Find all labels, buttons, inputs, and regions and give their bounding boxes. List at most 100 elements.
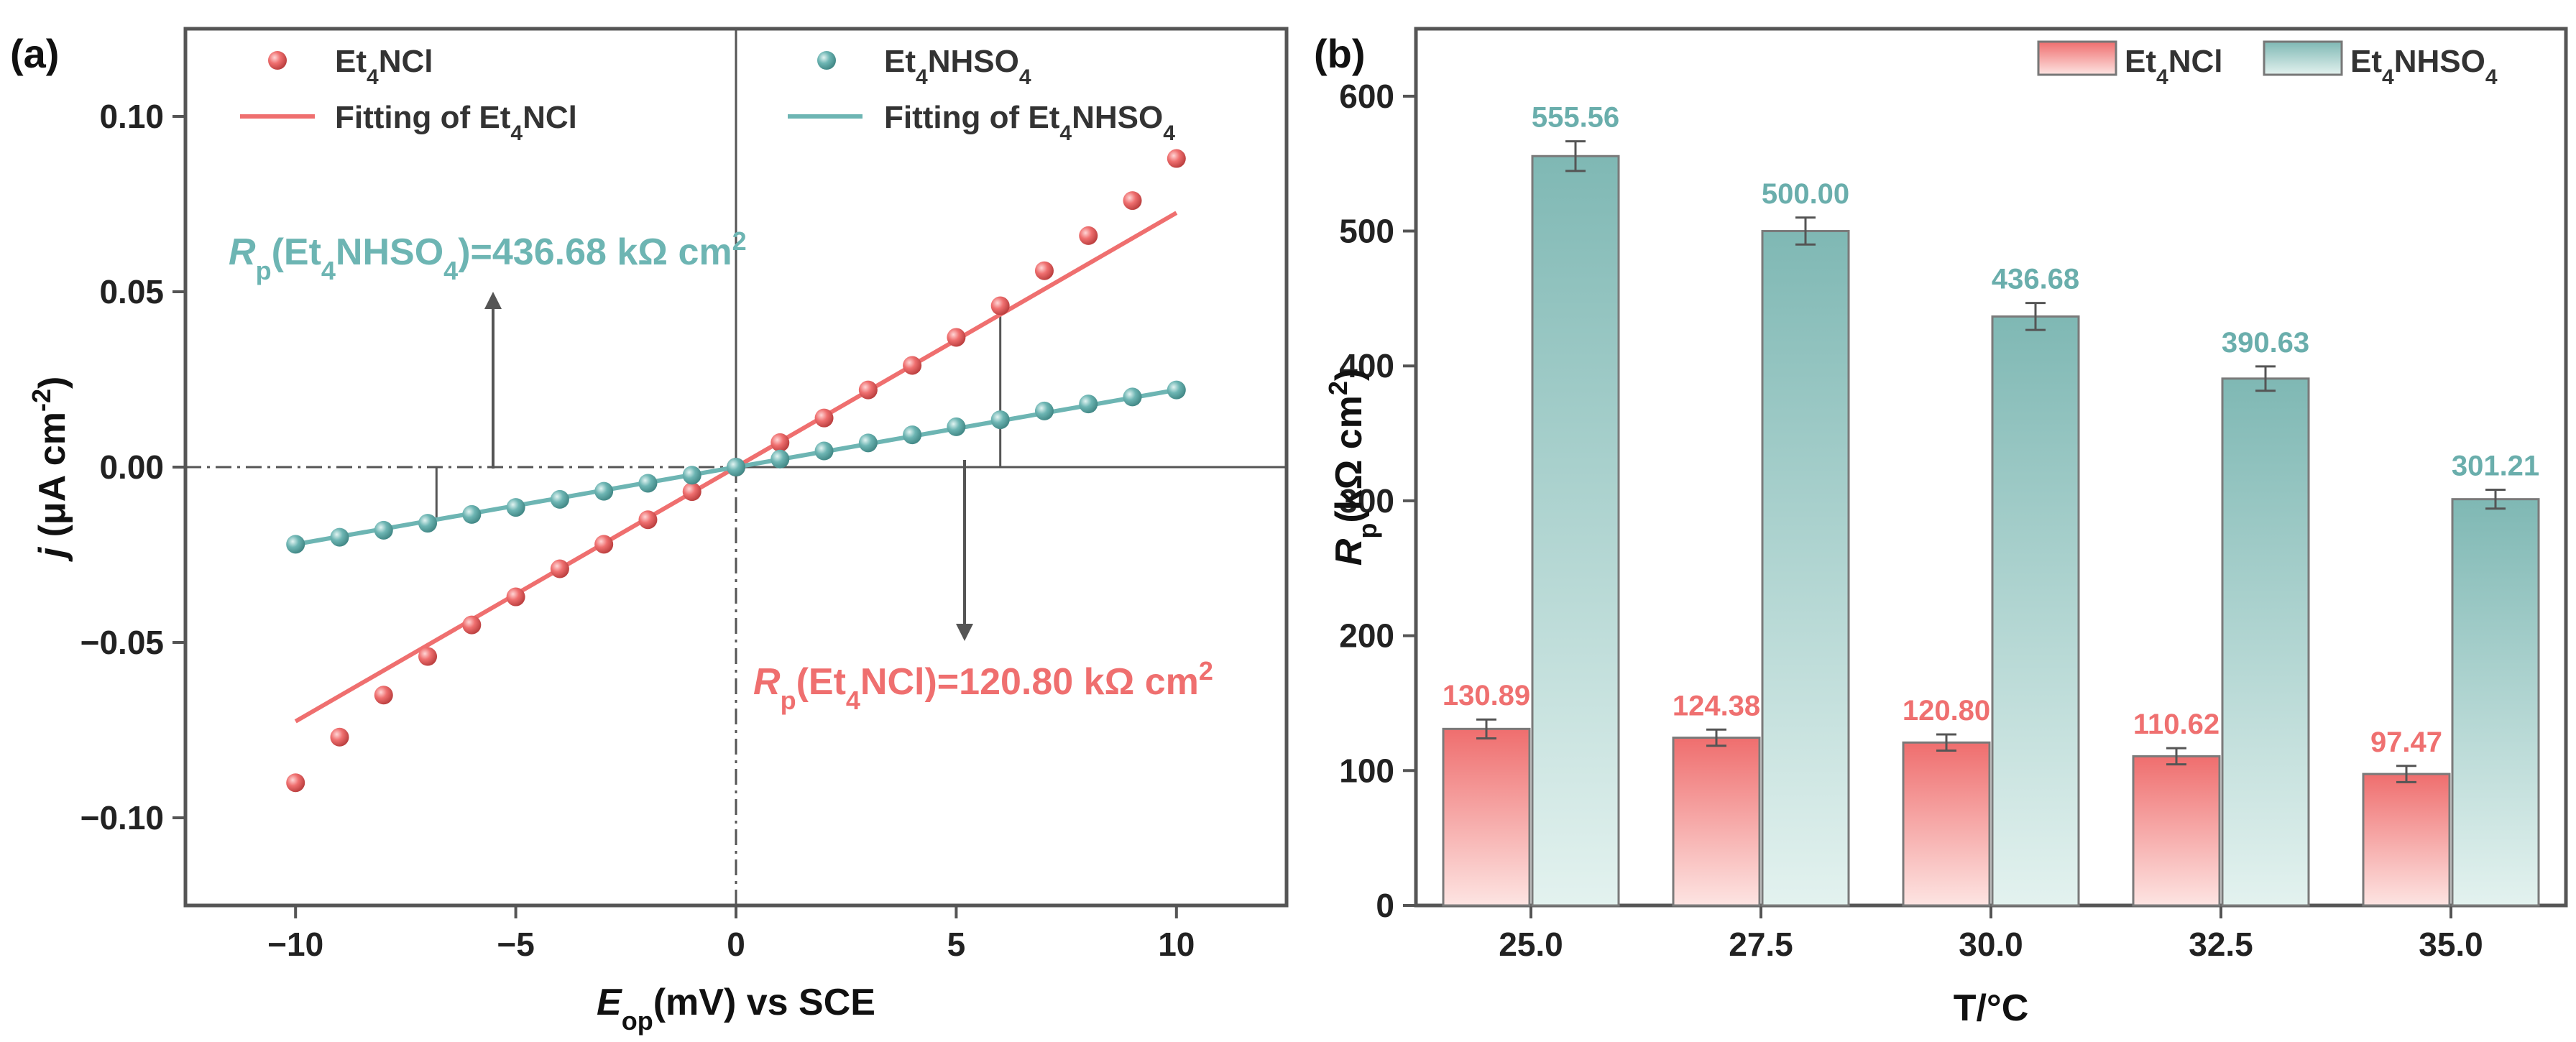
data-point-et4ncl bbox=[858, 380, 878, 400]
data-point-et4nhso4 bbox=[462, 504, 482, 524]
bar-et4nhso4 bbox=[2221, 377, 2310, 907]
x-tick-label: −5 bbox=[497, 926, 534, 963]
y-tick-label: 600 bbox=[1339, 78, 1394, 115]
bar-et4nhso4 bbox=[1531, 155, 1620, 907]
legend-swatch-et4nhso4 bbox=[2263, 40, 2343, 76]
data-point-et4nhso4 bbox=[638, 474, 658, 493]
data-point-et4ncl bbox=[550, 559, 569, 578]
panel-b: (b) 0 100 200 300 400 500 600 25.0 27.5 30.0 32.5 3… bbox=[1314, 27, 2568, 1029]
data-point-et4nhso4 bbox=[858, 433, 878, 453]
data-point-et4nhso4 bbox=[814, 441, 834, 461]
data-point-et4ncl bbox=[947, 328, 966, 347]
value-label-et4ncl: 97.47 bbox=[2370, 727, 2442, 758]
data-point-et4ncl bbox=[638, 510, 658, 530]
x-tick-label: 0 bbox=[727, 926, 745, 963]
data-point-et4nhso4 bbox=[286, 535, 305, 554]
legend-marker-et4ncl bbox=[268, 51, 287, 70]
data-point-et4ncl bbox=[330, 727, 349, 747]
data-point-et4nhso4 bbox=[594, 481, 614, 501]
legend-marker-et4nhso4 bbox=[817, 51, 836, 70]
annotation-rp-et4nhso4: Rp(Et4NHSO4)=436.68 kΩ cm2 bbox=[229, 226, 747, 285]
panel-b-x-axis-title: T/°C bbox=[1954, 987, 2029, 1029]
y-tick-label: 0.00 bbox=[99, 448, 164, 486]
bar-et4nhso4 bbox=[1761, 230, 1850, 907]
panel-a-guides bbox=[185, 29, 1287, 905]
x-tick-label: 35.0 bbox=[2419, 926, 2483, 963]
legend-label-et4ncl: Et4NCl bbox=[335, 44, 433, 89]
legend-label-fit-et4ncl: Fitting of Et4NCl bbox=[335, 100, 577, 145]
data-point-et4ncl bbox=[506, 587, 525, 607]
data-point-et4nhso4 bbox=[1167, 380, 1186, 400]
data-point-et4ncl bbox=[814, 408, 834, 428]
y-tick-label: 300 bbox=[1339, 482, 1394, 520]
legend-label-b-et4nhso4: Et4NHSO4 bbox=[2350, 44, 2498, 89]
x-tick-label: 32.5 bbox=[2189, 926, 2253, 963]
data-point-et4ncl bbox=[990, 296, 1010, 315]
y-tick-label: 500 bbox=[1339, 213, 1394, 250]
bar-et4ncl bbox=[2362, 773, 2451, 907]
data-point-et4ncl bbox=[770, 433, 790, 452]
panel-b-bars bbox=[1442, 140, 2540, 907]
x-tick-label: 25.0 bbox=[1499, 926, 1563, 963]
value-label-et4nhso4: 301.21 bbox=[2452, 451, 2539, 482]
data-point-et4ncl bbox=[594, 535, 614, 554]
y-tick-label: −0.10 bbox=[80, 799, 164, 836]
panel-a-legend: Et4NCl Et4NHSO4 Fitting of Et4NCl Fittin… bbox=[240, 44, 1175, 145]
bar-et4ncl bbox=[2132, 755, 2221, 907]
value-label-et4ncl: 130.89 bbox=[1443, 680, 1530, 711]
panel-a-data-points bbox=[286, 149, 1186, 793]
panel-a-ticks: −10 −5 0 5 10 −0.10 −0.05 0.00 0.05 0.10 bbox=[80, 98, 1195, 963]
data-point-et4ncl bbox=[903, 356, 922, 375]
y-tick-label: 0 bbox=[1376, 887, 1394, 924]
data-point-et4ncl bbox=[462, 615, 482, 635]
data-point-et4nhso4 bbox=[770, 449, 790, 469]
x-tick-label: 10 bbox=[1158, 926, 1195, 963]
bar-et4nhso4 bbox=[1991, 315, 2080, 907]
data-point-et4nhso4 bbox=[990, 410, 1010, 430]
data-point-et4nhso4 bbox=[682, 466, 702, 485]
panel-b-y-axis-title: Rp(kΩ cm2) bbox=[1323, 369, 1382, 566]
x-tick-label: 27.5 bbox=[1729, 926, 1793, 963]
y-tick-label: −0.05 bbox=[80, 624, 164, 661]
panel-b-ticks: 0 100 200 300 400 500 600 25.0 27.5 30.0 32.5 35.0 bbox=[1339, 78, 2483, 963]
data-point-et4nhso4 bbox=[550, 489, 569, 509]
data-point-et4nhso4 bbox=[903, 425, 922, 445]
legend-label-b-et4ncl: Et4NCl bbox=[2125, 44, 2222, 89]
data-point-et4ncl bbox=[1167, 149, 1186, 168]
data-point-et4nhso4 bbox=[947, 417, 966, 436]
y-tick-label: 0.05 bbox=[99, 273, 164, 310]
bar-et4ncl bbox=[1902, 741, 1991, 907]
data-point-et4ncl bbox=[1034, 261, 1054, 280]
data-point-et4ncl bbox=[418, 647, 438, 666]
panel-a-letter: (a) bbox=[10, 31, 59, 76]
value-label-et4nhso4: 436.68 bbox=[1992, 264, 2079, 295]
value-label-et4nhso4: 500.00 bbox=[1762, 178, 1849, 210]
panel-a-y-axis-title: j (μA cm-2) bbox=[27, 377, 74, 563]
value-label-et4ncl: 110.62 bbox=[2133, 709, 2220, 740]
legend-label-et4nhso4: Et4NHSO4 bbox=[884, 44, 1031, 89]
value-label-et4ncl: 124.38 bbox=[1673, 690, 1760, 721]
data-point-et4ncl bbox=[682, 482, 702, 502]
data-point-et4ncl bbox=[374, 686, 393, 705]
x-tick-label: 5 bbox=[947, 926, 966, 963]
panel-b-legend: Et4NCl Et4NHSO4 bbox=[2037, 40, 2498, 89]
value-label-et4nhso4: 555.56 bbox=[1532, 102, 1619, 134]
annotation-rp-et4ncl: Rp(Et4NCl)=120.80 kΩ cm2 bbox=[753, 656, 1213, 715]
y-tick-label: 200 bbox=[1339, 617, 1394, 655]
bar-et4nhso4 bbox=[2451, 498, 2540, 907]
y-tick-label: 400 bbox=[1339, 347, 1394, 384]
data-point-et4nhso4 bbox=[374, 520, 393, 540]
data-point-et4nhso4 bbox=[418, 514, 438, 533]
legend-label-fit-et4nhso4: Fitting of Et4NHSO4 bbox=[884, 100, 1175, 145]
panel-b-value-labels: 130.89 124.38 120.80 110.62 97.47 555.56 500.0… bbox=[1443, 102, 2539, 758]
value-label-et4nhso4: 390.63 bbox=[2222, 327, 2309, 359]
bar-et4ncl bbox=[1672, 737, 1761, 907]
data-point-et4nhso4 bbox=[330, 527, 349, 547]
panel-b-letter: (b) bbox=[1314, 31, 1366, 76]
y-tick-label: 0.10 bbox=[99, 98, 164, 135]
legend-swatch-et4ncl bbox=[2037, 40, 2117, 76]
y-tick-label: 100 bbox=[1339, 752, 1394, 789]
data-point-et4nhso4 bbox=[1034, 401, 1054, 420]
data-point-et4ncl bbox=[286, 773, 305, 793]
